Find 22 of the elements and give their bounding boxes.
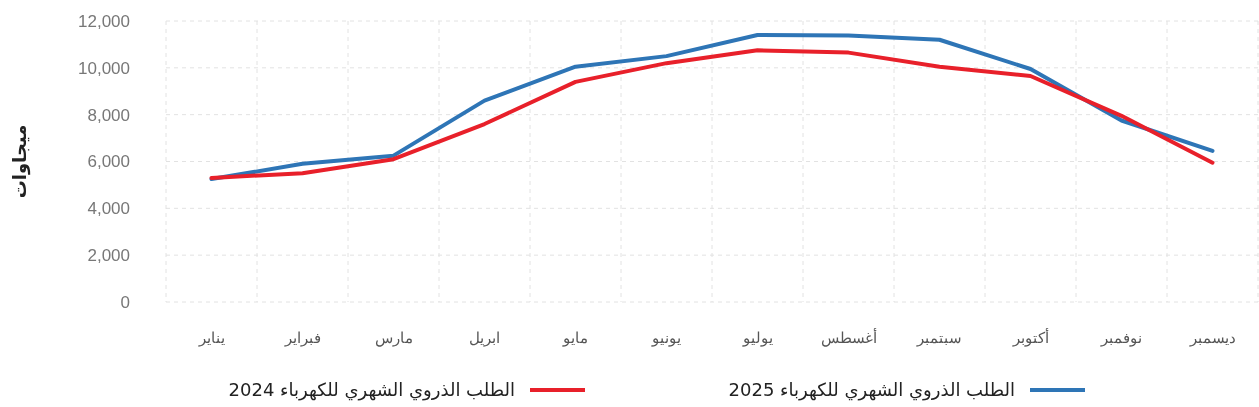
x-tick-label: أكتوبر [1011,327,1049,347]
x-tick-label: مايو [562,328,588,347]
x-tick-label: سبتمبر [916,328,962,347]
x-tick-label: فبراير [283,328,321,347]
y-tick-label: 8,000 [87,105,130,125]
x-tick-label: أغسطس [820,327,877,347]
legend-label: الطلب الذروي الشهري للكهرباء 2025 [728,379,1015,401]
legend-label: الطلب الذروي الشهري للكهرباء 2024 [228,379,515,401]
x-tick-label: ابريل [469,328,500,347]
x-tick-label: مارس [374,328,413,347]
x-tick-label: يناير [197,328,225,347]
y-tick-label: 4,000 [87,199,130,219]
x-tick-label: نوفمبر [1100,328,1142,347]
x-tick-label: يوليو [741,328,773,347]
y-tick-label: 0 [120,292,130,312]
y-axis-title: ميجاوات [9,124,31,199]
y-tick-label: 6,000 [87,152,130,172]
x-tick-label: يونيو [651,328,681,347]
x-tick-label: ديسمبر [1188,328,1236,347]
y-tick-label: 10,000 [78,58,130,78]
y-tick-label: 12,000 [78,11,130,31]
y-tick-label: 2,000 [87,246,130,266]
